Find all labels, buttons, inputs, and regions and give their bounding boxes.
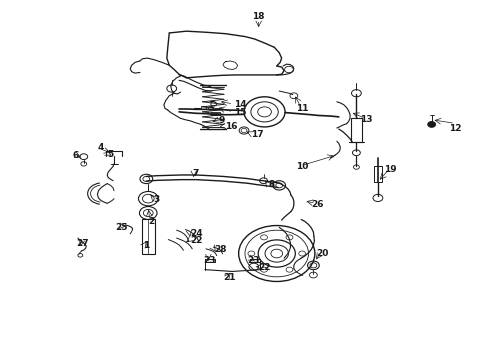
Text: 26: 26 [311, 200, 323, 209]
Text: 27: 27 [76, 239, 89, 248]
Text: 3: 3 [153, 195, 159, 204]
Text: 23: 23 [203, 256, 216, 265]
Text: 14: 14 [234, 100, 247, 109]
Text: 4: 4 [98, 143, 104, 152]
Text: 25: 25 [116, 223, 128, 232]
Text: 23: 23 [247, 256, 260, 265]
Text: 19: 19 [384, 166, 397, 175]
Text: 21: 21 [223, 273, 236, 282]
Circle shape [428, 122, 436, 127]
Text: 8: 8 [269, 180, 275, 189]
Text: 24: 24 [190, 229, 203, 238]
Text: 1: 1 [143, 241, 149, 250]
Text: 5: 5 [107, 150, 114, 159]
Text: 2: 2 [148, 217, 154, 226]
Text: 20: 20 [316, 249, 328, 258]
Text: 15: 15 [234, 108, 247, 117]
Bar [374, 166, 382, 182]
Bar [143, 220, 155, 253]
Text: 17: 17 [251, 130, 264, 139]
Bar [350, 118, 362, 142]
Text: 22: 22 [259, 264, 271, 273]
Text: 13: 13 [360, 114, 372, 123]
Text: 11: 11 [296, 104, 309, 113]
Text: 9: 9 [219, 116, 225, 125]
Text: 16: 16 [225, 122, 238, 131]
Text: 28: 28 [215, 246, 227, 255]
Text: 7: 7 [192, 169, 198, 178]
Text: 12: 12 [449, 123, 462, 132]
Text: 18: 18 [252, 12, 265, 21]
Text: 6: 6 [73, 151, 78, 160]
Bar [211, 112, 220, 116]
Text: 10: 10 [296, 162, 309, 171]
Text: 22: 22 [190, 237, 203, 246]
